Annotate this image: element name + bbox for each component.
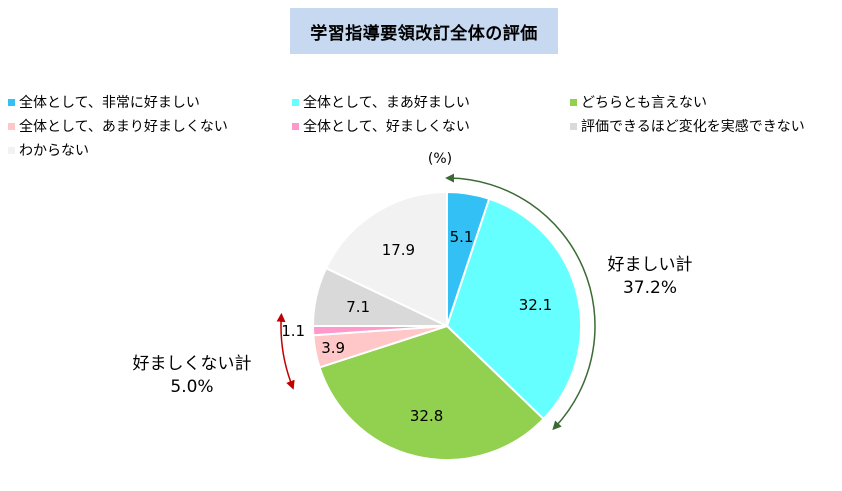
negative-total-label: 好ましくない計 xyxy=(133,354,252,374)
negative-total-value: 5.0% xyxy=(170,377,213,397)
legend-swatch xyxy=(8,146,15,154)
legend-label: 全体として、まあ好ましい xyxy=(303,95,470,111)
pie-slice-dont-know xyxy=(324,190,448,328)
legend-item-no-change-felt: 評価できるほど変化を実感できない xyxy=(570,116,805,136)
chart-title: 学習指導要領改訂全体の評価 xyxy=(290,8,558,54)
negative-total-bracket-arrow xyxy=(276,312,295,390)
legend-item-neutral: どちらとも言えない xyxy=(570,92,707,112)
slice-value-label-neutral: 32.8 xyxy=(410,407,443,425)
legend-swatch xyxy=(292,122,299,130)
slice-value-label-not-very-favorable: 3.9 xyxy=(321,339,345,357)
legend-label: 全体として、あまり好ましくない xyxy=(19,119,228,135)
legend-label: どちらとも言えない xyxy=(581,95,707,111)
legend-label: 全体として、好ましくない xyxy=(303,119,470,135)
legend-swatch xyxy=(292,98,299,106)
slice-value-label-somewhat-favorable: 32.1 xyxy=(519,296,552,314)
unit-label: (%) xyxy=(428,151,452,167)
legend-swatch xyxy=(8,98,15,106)
legend-swatch xyxy=(570,122,577,130)
legend-item-very-favorable: 全体として、非常に好ましい xyxy=(8,92,200,112)
positive-total-bracket-arrow xyxy=(445,173,596,431)
slice-value-label-no-change-felt: 7.1 xyxy=(346,298,370,316)
pie-slices xyxy=(311,190,582,461)
legend-item-dont-know: わからない xyxy=(8,140,89,160)
legend-label: 評価できるほど変化を実感できない xyxy=(581,119,805,135)
legend-label: わからない xyxy=(19,143,89,159)
legend-item-unfavorable: 全体として、好ましくない xyxy=(292,116,470,136)
positive-total-value: 37.2% xyxy=(623,278,677,298)
legend-label: 全体として、非常に好ましい xyxy=(19,95,200,111)
slice-value-label-very-favorable: 5.1 xyxy=(450,228,474,246)
positive-total-label: 好ましい計 xyxy=(608,255,693,275)
legend-swatch xyxy=(8,122,15,130)
slice-value-label-dont-know: 17.9 xyxy=(382,241,415,259)
legend-item-somewhat-favorable: 全体として、まあ好ましい xyxy=(292,92,470,112)
slice-value-label-unfavorable: 1.1 xyxy=(281,322,305,340)
legend-item-not-very-favorable: 全体として、あまり好ましくない xyxy=(8,116,228,136)
legend-swatch xyxy=(570,98,577,106)
